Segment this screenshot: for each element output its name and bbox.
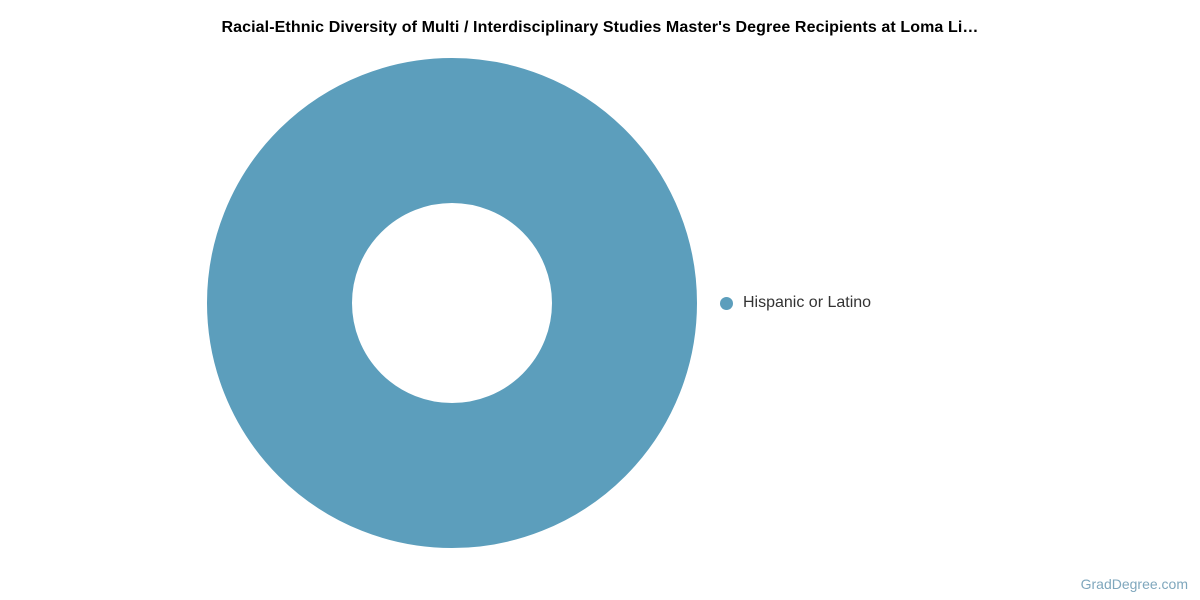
legend-item-label[interactable]: Hispanic or Latino bbox=[743, 294, 872, 311]
donut-slice-hispanic-or-latino[interactable] bbox=[207, 58, 697, 548]
legend-marker-icon[interactable] bbox=[720, 296, 733, 310]
watermark-link[interactable]: GradDegree.com bbox=[1080, 576, 1188, 592]
chart-title: Racial-Ethnic Diversity of Multi / Inter… bbox=[221, 19, 979, 36]
legend: Hispanic or Latino bbox=[720, 292, 871, 314]
